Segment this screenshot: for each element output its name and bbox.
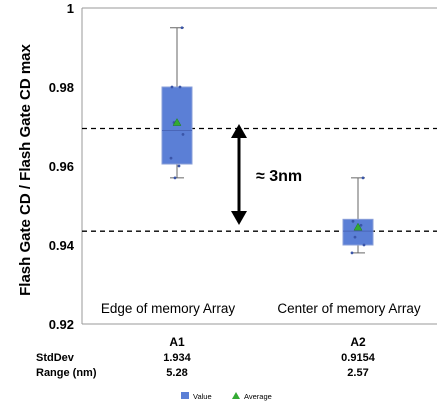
legend-average-label: Average — [244, 392, 272, 401]
data-point — [362, 243, 366, 247]
x-tick-label: A2 — [350, 335, 366, 349]
a1-region-annotation: Edge of memory Array — [101, 301, 236, 316]
data-point — [169, 156, 173, 160]
data-point — [359, 223, 363, 227]
data-point — [181, 133, 185, 136]
y-tick-label: 0.92 — [49, 317, 74, 332]
legend-value-swatch — [181, 392, 189, 399]
x-tick-label: A1 — [169, 335, 185, 349]
range-row-label: Range (nm) — [36, 367, 97, 379]
data-point — [361, 176, 365, 180]
data-point — [177, 164, 181, 168]
y-tick-label: 1 — [67, 1, 74, 16]
legend-value-label: Value — [193, 392, 212, 401]
box-a1 — [161, 26, 193, 180]
mean-marker — [353, 222, 363, 231]
ylabel: Flash Gate CD / Flash Gate CD max — [17, 43, 34, 295]
data-point — [178, 85, 182, 89]
box-a2 — [342, 176, 374, 255]
y-tick-label: 0.96 — [49, 159, 74, 174]
data-point — [351, 219, 355, 223]
delta-arrow-head-bottom — [231, 211, 247, 225]
data-point — [180, 26, 184, 30]
a2-region-annotation: Center of memory Array — [277, 301, 421, 316]
stddev-value: 0.9154 — [341, 352, 376, 364]
range-value: 2.57 — [347, 367, 368, 379]
data-point — [353, 235, 357, 239]
mean-marker — [172, 118, 182, 126]
y-tick-label: 0.94 — [49, 238, 75, 253]
legend-average-marker — [232, 392, 240, 399]
stddev-row-label: StdDev — [36, 352, 75, 364]
delta-annotation: ≈ 3nm — [256, 168, 302, 185]
range-value: 5.28 — [166, 367, 187, 379]
data-point — [350, 251, 354, 255]
stddev-value: 1.934 — [163, 352, 191, 364]
data-point — [170, 85, 174, 89]
y-tick-label: 0.98 — [49, 80, 74, 95]
data-point — [173, 176, 177, 180]
delta-arrow-head-top — [231, 124, 247, 138]
